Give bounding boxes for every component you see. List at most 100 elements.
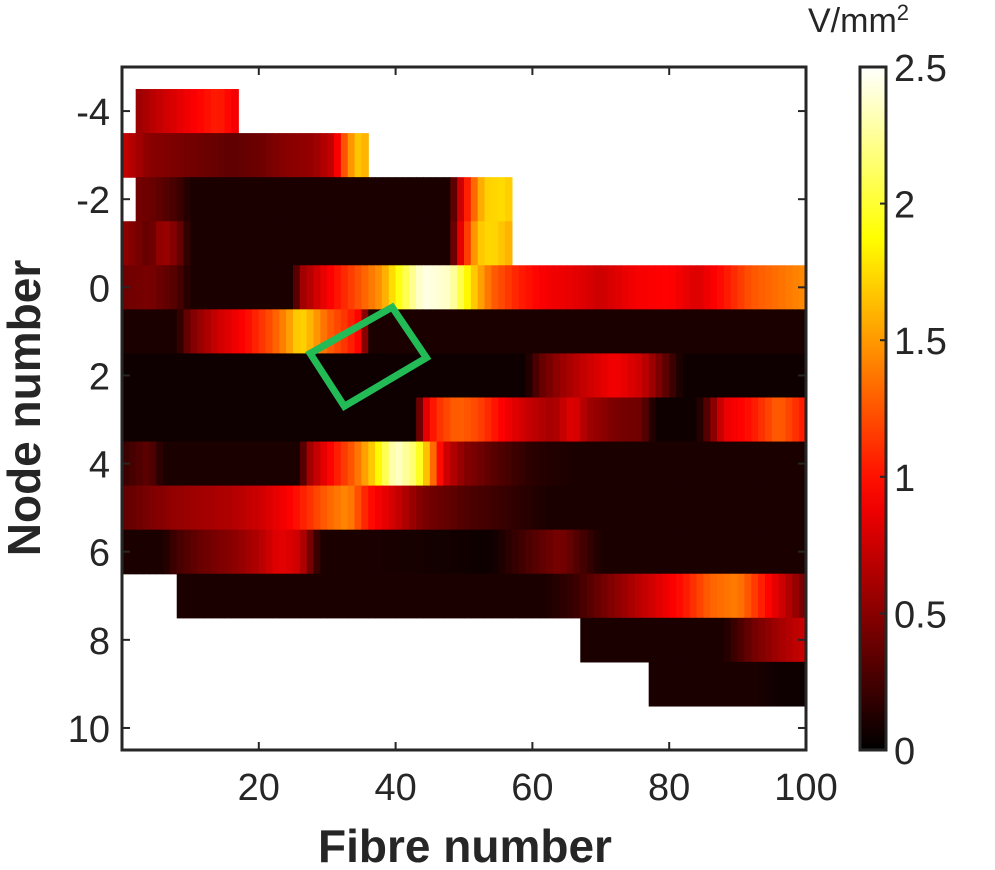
heatmap-cell — [245, 221, 253, 266]
heatmap-cell — [443, 177, 451, 222]
heatmap-cell — [771, 573, 780, 619]
heatmap-cell — [327, 265, 335, 310]
heatmap-cell — [197, 133, 205, 178]
heatmap-cell — [532, 397, 540, 443]
heatmap-cell — [231, 485, 239, 531]
heatmap-cell — [717, 661, 725, 707]
heatmap-cell — [764, 441, 773, 487]
heatmap-cell — [580, 397, 588, 443]
heatmap-cell — [641, 529, 650, 575]
heatmap-cell — [251, 133, 260, 178]
heatmap-cell — [361, 529, 369, 575]
heatmap-cell — [785, 397, 793, 443]
heatmap-cell — [689, 397, 698, 443]
heatmap-cell — [744, 617, 752, 663]
heatmap-cell — [751, 265, 759, 310]
heatmap-cell — [764, 353, 773, 399]
heatmap-cell — [771, 397, 780, 443]
heatmap-cell — [470, 221, 479, 266]
heatmap-cell — [498, 221, 506, 266]
heatmap-cell — [539, 441, 547, 487]
heatmap-cell — [737, 309, 746, 355]
heatmap-cell — [190, 441, 198, 487]
heatmap-cell — [614, 441, 622, 487]
heatmap-cell — [662, 529, 670, 575]
heatmap-cell — [388, 573, 397, 619]
heatmap-cell — [429, 353, 438, 399]
heatmap-cell — [286, 177, 294, 222]
heatmap-cell — [669, 617, 677, 663]
heatmap-cell — [593, 353, 602, 399]
heatmap-cell — [532, 441, 540, 487]
heatmap-cell — [169, 309, 178, 355]
heatmap-cell — [306, 573, 315, 619]
heatmap-cell — [546, 485, 554, 531]
heatmap-cell — [238, 397, 246, 443]
heatmap-cell — [717, 309, 725, 355]
heatmap-cell — [559, 573, 568, 619]
heatmap-cell — [552, 309, 561, 355]
heatmap-cell — [183, 573, 191, 619]
heatmap-cell — [621, 573, 629, 619]
heatmap-cell — [388, 177, 397, 222]
heatmap-cell — [313, 177, 321, 222]
heatmap-cell — [409, 529, 417, 575]
heatmap-cell — [272, 397, 280, 443]
heatmap-cell — [607, 309, 616, 355]
plot-frame — [120, 65, 808, 752]
heatmap-cell — [593, 617, 602, 663]
heatmap-cell — [416, 573, 424, 619]
heatmap-cell — [368, 353, 376, 399]
heatmap-cell — [778, 353, 787, 399]
heatmap-cell — [641, 265, 650, 310]
heatmap-cell — [785, 265, 793, 310]
heatmap-cell — [251, 441, 260, 487]
heatmap-cell — [737, 397, 746, 443]
heatmap-cell — [717, 573, 725, 619]
heatmap-cell — [217, 133, 226, 178]
heatmap-cell — [347, 133, 356, 178]
heatmap-cell — [327, 177, 335, 222]
heatmap-cell — [751, 441, 759, 487]
heatmap-cell — [792, 353, 800, 399]
heatmap-cell — [368, 573, 376, 619]
heatmap-cell — [299, 309, 308, 355]
heatmap-cell — [375, 485, 383, 531]
heatmap-cell — [169, 177, 178, 222]
x-tick-label: 20 — [238, 767, 280, 809]
heatmap-cell — [443, 397, 451, 443]
heatmap-cell — [183, 353, 191, 399]
heatmap-cell — [347, 529, 356, 575]
heatmap-cell — [505, 397, 513, 443]
heatmap-cell — [635, 617, 643, 663]
heatmap-cell — [183, 309, 191, 355]
heatmap-cell — [368, 177, 376, 222]
heatmap-cell — [402, 353, 410, 399]
heatmap-cell — [696, 485, 704, 531]
heatmap-cell — [436, 265, 445, 310]
heatmap-cell — [484, 529, 492, 575]
heatmap-cell — [573, 309, 581, 355]
heatmap-cell — [730, 661, 739, 707]
heatmap-cell — [498, 573, 506, 619]
heatmap-cell — [306, 265, 315, 310]
heatmap-cell — [190, 309, 198, 355]
heatmap-cell — [792, 485, 800, 531]
heatmap-cell — [730, 265, 739, 310]
heatmap-cell — [552, 485, 561, 531]
heatmap-cell — [122, 309, 130, 355]
heatmap-cell — [299, 265, 308, 310]
heatmap-cell — [286, 133, 294, 178]
heatmap-cell — [730, 353, 739, 399]
heatmap-cell — [450, 265, 458, 310]
heatmap-cell — [306, 353, 315, 399]
heatmap-cell — [217, 353, 226, 399]
heatmap-cell — [156, 441, 164, 487]
heatmap-cell — [655, 617, 663, 663]
heatmap-cell — [163, 441, 171, 487]
heatmap-cell — [470, 265, 479, 310]
heatmap-cell — [381, 397, 390, 443]
heatmap-cell — [717, 485, 725, 531]
heatmap-cell — [580, 573, 588, 619]
heatmap-cell — [197, 353, 205, 399]
